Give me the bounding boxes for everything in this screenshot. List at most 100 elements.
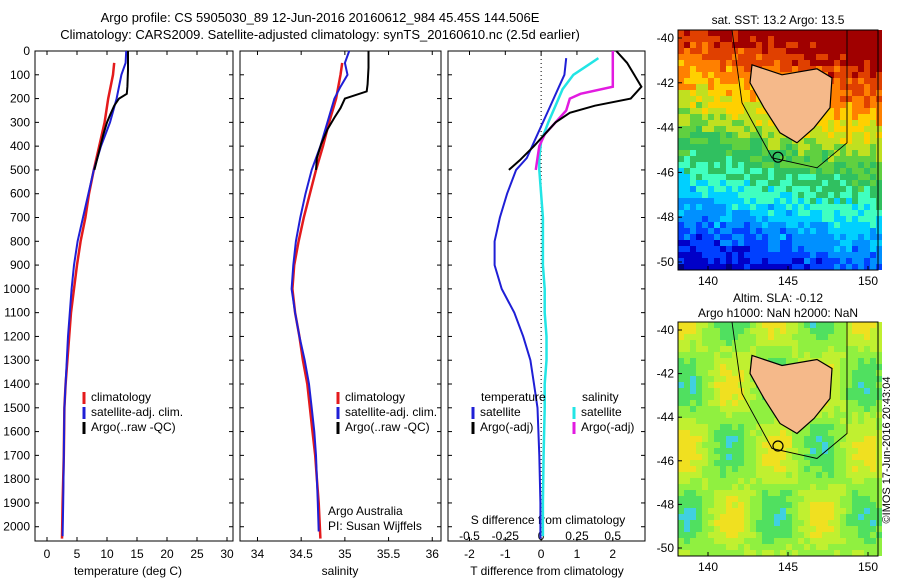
- sla-map-cell: [816, 550, 822, 556]
- sst-map-cell: [702, 102, 708, 108]
- sst-map-cell: [768, 180, 774, 186]
- sla-map-cell: [708, 382, 714, 388]
- sst-map-cell: [684, 78, 690, 84]
- sla-map-cell: [834, 322, 840, 328]
- sla-map-cell: [852, 418, 858, 424]
- sst-map-cell: [708, 246, 714, 252]
- sst-map-cell: [708, 120, 714, 126]
- sla-map-cell: [732, 490, 738, 496]
- sst-map-cell: [756, 138, 762, 144]
- sla-map-cell: [876, 358, 882, 364]
- sla-map-cell: [720, 520, 726, 526]
- sla-map-cell: [864, 532, 870, 538]
- sst-map-cell: [822, 162, 828, 168]
- sst-map-cell: [846, 210, 852, 216]
- sla-map-cell: [876, 436, 882, 442]
- sst-map-cell: [864, 90, 870, 96]
- sst-map-cell: [732, 204, 738, 210]
- sst-map-cell: [684, 126, 690, 132]
- sst-map-cell: [798, 162, 804, 168]
- sst-map-cell: [738, 120, 744, 126]
- sla-map-lat-label: -40: [657, 323, 675, 337]
- sla-map-cell: [786, 514, 792, 520]
- sla-map-cell: [864, 508, 870, 514]
- sst-map-cell: [738, 150, 744, 156]
- sst-map-cell: [720, 120, 726, 126]
- sla-map-cell: [840, 532, 846, 538]
- sst-map-cell: [864, 48, 870, 54]
- sst-map-cell: [678, 264, 684, 270]
- sla-map-cell: [822, 484, 828, 490]
- sst-map-cell: [852, 186, 858, 192]
- sla-map-cell: [696, 526, 702, 532]
- sst-map-cell: [864, 216, 870, 222]
- sst-map-cell: [738, 72, 744, 78]
- sla-map-cell: [732, 406, 738, 412]
- sst-map-cell: [804, 216, 810, 222]
- sla-map-cell: [864, 346, 870, 352]
- sla-map-cell: [840, 382, 846, 388]
- sst-map-cell: [810, 60, 816, 66]
- sla-map-cell: [846, 454, 852, 460]
- sst-map-cell: [720, 138, 726, 144]
- sst-map-cell: [690, 132, 696, 138]
- sla-map-cell: [738, 514, 744, 520]
- sst-map-cell: [786, 168, 792, 174]
- sst-map-cell: [858, 90, 864, 96]
- sst-map-cell: [840, 138, 846, 144]
- sst-map-cell: [744, 228, 750, 234]
- sla-map-cell: [846, 334, 852, 340]
- sla-map-cell: [846, 526, 852, 532]
- sla-map-cell: [678, 478, 684, 484]
- sst-map-cell: [828, 54, 834, 60]
- diff-legend-sal-label: satellite: [581, 405, 622, 419]
- sst-map-cell: [762, 36, 768, 42]
- sla-map-cell: [834, 520, 840, 526]
- sla-map-cell: [864, 352, 870, 358]
- sst-map-cell: [696, 264, 702, 270]
- sst-map-cell: [702, 96, 708, 102]
- sst-map-cell: [858, 96, 864, 102]
- sla-map-cell: [852, 466, 858, 472]
- sst-map-cell: [828, 138, 834, 144]
- sst-map-cell: [702, 30, 708, 36]
- salinity-tick-label: 35.5: [377, 547, 401, 561]
- sla-map-cell: [720, 508, 726, 514]
- sst-map-cell: [846, 252, 852, 258]
- sla-map-cell: [708, 412, 714, 418]
- sla-map-cell: [876, 502, 882, 508]
- sla-map-cell: [732, 466, 738, 472]
- sst-map-cell: [846, 42, 852, 48]
- sst-map-cell: [786, 60, 792, 66]
- sla-map-cell: [870, 382, 876, 388]
- sst-map-cell: [816, 192, 822, 198]
- sla-map-cell: [840, 514, 846, 520]
- sla-map-cell: [690, 412, 696, 418]
- sst-map-cell: [702, 228, 708, 234]
- sla-map-cell: [732, 448, 738, 454]
- sst-map-cell: [750, 138, 756, 144]
- sst-map-cell: [708, 78, 714, 84]
- sla-map-cell: [726, 532, 732, 538]
- sla-map-cell: [834, 466, 840, 472]
- sst-map-cell: [858, 210, 864, 216]
- sst-map-cell: [720, 108, 726, 114]
- sla-map-cell: [828, 478, 834, 484]
- sla-map-cell: [828, 418, 834, 424]
- sst-map-cell: [690, 150, 696, 156]
- sla-map-cell: [732, 388, 738, 394]
- sla-map-cell: [738, 508, 744, 514]
- sla-map-cell: [846, 472, 852, 478]
- sst-map-cell: [684, 198, 690, 204]
- sst-map-cell: [696, 180, 702, 186]
- sst-map-cell: [726, 162, 732, 168]
- sla-map-cell: [702, 328, 708, 334]
- sst-map-cell: [708, 234, 714, 240]
- sst-map-cell: [840, 78, 846, 84]
- sst-map-cell: [690, 216, 696, 222]
- sla-map-cell: [714, 550, 720, 556]
- sst-map-cell: [804, 174, 810, 180]
- sst-map-cell: [852, 216, 858, 222]
- T-diff-tick-label: 1: [574, 547, 581, 561]
- sla-map-cell: [678, 520, 684, 526]
